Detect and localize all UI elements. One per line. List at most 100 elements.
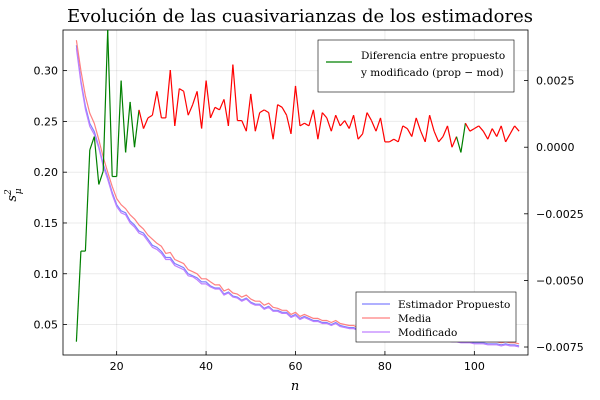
difference-segment bbox=[362, 112, 368, 135]
difference-segment bbox=[420, 130, 426, 143]
difference-segment bbox=[487, 128, 493, 140]
x-tick-label: 100 bbox=[464, 360, 485, 373]
difference-segment bbox=[192, 91, 198, 105]
chart-title: Evolución de las cuasivarianzas de los e… bbox=[67, 6, 533, 27]
difference-segment bbox=[120, 80, 127, 153]
difference-segment bbox=[299, 122, 305, 127]
legend-label-media: Media bbox=[398, 313, 431, 325]
difference-segment bbox=[196, 91, 203, 129]
difference-segment bbox=[509, 125, 516, 135]
x-axis-label: n bbox=[291, 379, 299, 394]
difference-segment bbox=[496, 125, 502, 137]
difference-segment bbox=[201, 80, 207, 129]
y-right-tick-label: −0.0050 bbox=[536, 274, 584, 287]
difference-segment bbox=[469, 128, 475, 132]
difference-segment bbox=[138, 109, 145, 129]
x-tick-label: 40 bbox=[199, 360, 213, 373]
y-left-tick-label: 0.30 bbox=[34, 65, 59, 78]
difference-segment bbox=[142, 117, 149, 129]
difference-segment bbox=[415, 117, 422, 132]
difference-segment bbox=[241, 120, 247, 132]
difference-segment bbox=[321, 112, 328, 119]
difference-segment bbox=[370, 120, 377, 132]
difference-segment bbox=[366, 112, 373, 121]
difference-segment bbox=[129, 101, 136, 148]
difference-segment bbox=[500, 125, 507, 143]
difference-segment bbox=[214, 106, 220, 111]
difference-segment bbox=[156, 91, 162, 119]
difference-segment bbox=[304, 122, 310, 127]
difference-segment bbox=[455, 136, 462, 153]
difference-segment bbox=[268, 112, 274, 140]
difference-segment bbox=[116, 80, 122, 177]
difference-segment bbox=[393, 138, 399, 143]
difference-segment bbox=[446, 125, 453, 148]
difference-segment bbox=[223, 99, 229, 126]
y-left-tick-label: 0.10 bbox=[34, 268, 59, 281]
difference-segment bbox=[379, 117, 386, 143]
difference-segment bbox=[335, 114, 341, 127]
difference-segment bbox=[187, 104, 194, 116]
difference-segment bbox=[344, 120, 350, 129]
difference-segment bbox=[438, 136, 444, 143]
difference-segment bbox=[433, 130, 440, 143]
x-tick-label: 20 bbox=[110, 360, 124, 373]
difference-segment bbox=[478, 125, 484, 132]
difference-segment bbox=[308, 109, 314, 127]
difference-segment bbox=[107, 29, 113, 177]
difference-segment bbox=[98, 171, 104, 185]
difference-segment bbox=[125, 101, 131, 153]
difference-segment bbox=[514, 125, 520, 132]
axis-layer: 20 40 60 80 100 0.05 0.10 0.15 0.20 0.25 0.30 0.002… bbox=[34, 65, 584, 373]
difference-segment bbox=[348, 115, 355, 129]
y-left-tick-label: 0.25 bbox=[34, 115, 59, 128]
difference-segment bbox=[505, 133, 511, 143]
difference-segment bbox=[375, 117, 382, 132]
y-right-tick-label: −0.0075 bbox=[536, 341, 584, 354]
legend-label-modificado: Modificado bbox=[398, 327, 457, 339]
difference-segment bbox=[294, 85, 301, 126]
y-right-tick-label: 0.0025 bbox=[536, 75, 575, 88]
difference-segment bbox=[205, 80, 212, 118]
difference-segment bbox=[277, 104, 283, 108]
difference-segment bbox=[389, 138, 395, 143]
difference-segment bbox=[183, 91, 189, 116]
legend-label-difference-line1: Diferencia entre propuesto bbox=[361, 50, 505, 62]
difference-segment bbox=[286, 115, 292, 135]
difference-segment bbox=[75, 251, 82, 342]
difference-segment bbox=[209, 107, 216, 119]
difference-segment bbox=[84, 149, 91, 252]
difference-segment bbox=[339, 120, 346, 127]
legend-bottom: Estimador Propuesto Media Modificado bbox=[355, 291, 517, 343]
difference-segment bbox=[89, 136, 95, 151]
difference-segment bbox=[442, 125, 449, 137]
difference-segment bbox=[259, 109, 265, 114]
difference-segment bbox=[411, 117, 417, 137]
difference-segment bbox=[290, 85, 297, 134]
difference-segment bbox=[357, 133, 364, 140]
y-right-tick-label: 0.0000 bbox=[536, 141, 575, 154]
difference-segment bbox=[151, 91, 158, 116]
difference-segment bbox=[272, 104, 279, 140]
difference-segment bbox=[473, 125, 480, 130]
difference-segment bbox=[245, 93, 252, 132]
difference-segment bbox=[218, 99, 225, 111]
difference-segment bbox=[424, 115, 431, 142]
difference-segment bbox=[429, 115, 435, 132]
difference-segment bbox=[174, 88, 180, 126]
difference-segment bbox=[250, 93, 256, 132]
difference-segment bbox=[451, 136, 458, 148]
difference-segment bbox=[353, 115, 359, 140]
difference-segment bbox=[312, 109, 319, 140]
y-axis-label: s2μ bbox=[4, 188, 24, 201]
difference-segment bbox=[93, 136, 100, 185]
difference-segment bbox=[482, 130, 489, 140]
legend-label-estimador-propuesto: Estimador Propuesto bbox=[398, 299, 510, 311]
y-right-tick-label: −0.0025 bbox=[536, 208, 584, 221]
difference-segment bbox=[397, 125, 404, 143]
difference-segment bbox=[102, 29, 109, 172]
difference-segment bbox=[133, 109, 140, 148]
difference-segment bbox=[406, 128, 413, 137]
